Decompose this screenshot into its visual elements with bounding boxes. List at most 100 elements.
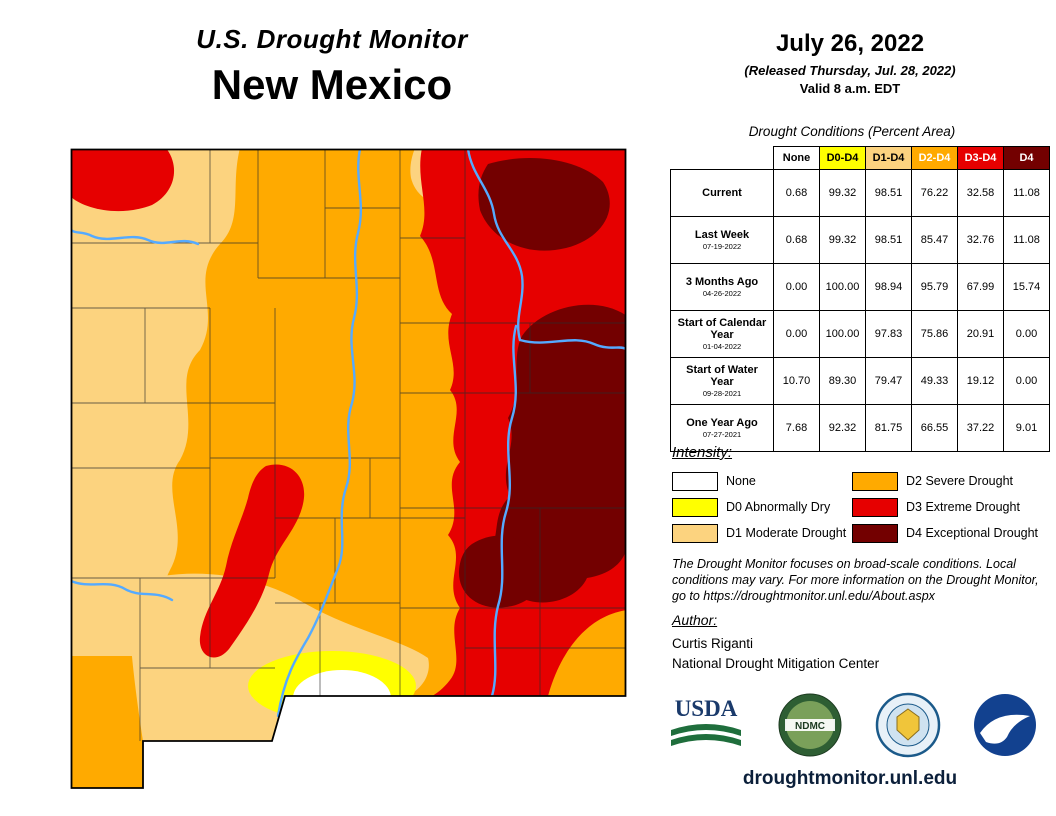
value-cell: 66.55 [911, 404, 958, 452]
canadian-river-east [518, 338, 626, 351]
value-cell: 0.00 [1003, 310, 1050, 358]
drought-map [70, 148, 627, 794]
value-cell: 37.22 [957, 404, 1004, 452]
legend-swatch [672, 471, 718, 491]
legend-label: D2 Severe Drought [906, 474, 1014, 488]
value-cell: 76.22 [911, 169, 958, 217]
legend-swatch [672, 523, 718, 543]
legend-swatch [852, 497, 898, 517]
row-label: Start of Water Year 09-28-2021 [670, 357, 774, 405]
table-row: Last Week 07-19-2022 0.68 99.32 98.51 85.47 32… [670, 216, 1050, 264]
value-cell: 99.32 [819, 216, 866, 264]
value-cell: 67.99 [957, 263, 1004, 311]
table-corner-cell [671, 147, 774, 170]
column-header-none: None [773, 146, 820, 170]
rio-grande-river [276, 149, 363, 718]
row-label: Current [670, 169, 774, 217]
table-row: Start of Calendar Year 01-04-2022 0.00 100.… [670, 310, 1050, 358]
value-cell: 97.83 [865, 310, 912, 358]
row-label: Start of Calendar Year 01-04-2022 [670, 310, 774, 358]
column-header-d3-d4: D3-D4 [957, 146, 1004, 170]
legend-swatch [852, 471, 898, 491]
author-name: Curtis Riganti [672, 636, 754, 651]
value-cell: 75.86 [911, 310, 958, 358]
table-caption: Drought Conditions (Percent Area) [748, 124, 956, 139]
legend-item: D3 Extreme Drought [852, 494, 1044, 520]
state-name: New Mexico [211, 61, 453, 108]
author-org: National Drought Mitigation Center [672, 656, 880, 671]
value-cell: 95.79 [911, 263, 958, 311]
value-cell: 0.00 [1003, 357, 1050, 405]
value-cell: 11.08 [1003, 169, 1050, 217]
legend-item: D2 Severe Drought [852, 468, 1044, 494]
usda-logo: USDA [671, 696, 741, 746]
drought-conditions-table: None D0-D4 D1-D4 D2-D4 D3-D4 D4 Current 0.68 99… [670, 146, 1050, 452]
canadian-river [466, 149, 524, 342]
legend-item: D0 Abnormally Dry [672, 494, 852, 520]
legend-label: None [726, 474, 756, 488]
value-cell: 49.33 [911, 357, 958, 405]
value-cell: 11.08 [1003, 216, 1050, 264]
university-seal-logo [875, 692, 940, 758]
table-row: Current 0.68 99.32 98.51 76.22 32.58 11.08 [670, 169, 1050, 217]
county-lines [71, 149, 626, 741]
table-header-row: None D0-D4 D1-D4 D2-D4 D3-D4 D4 [671, 146, 1050, 170]
title-block: U.S. Drought Monitor New Mexico [77, 24, 587, 109]
value-cell: 99.32 [819, 169, 866, 217]
value-cell: 32.58 [957, 169, 1004, 217]
value-cell: 15.74 [1003, 263, 1050, 311]
value-cell: 100.00 [819, 263, 866, 311]
state-outline [70, 148, 627, 789]
legend-swatch [672, 497, 718, 517]
value-cell: 98.94 [865, 263, 912, 311]
release-date: (Released Thursday, Jul. 28, 2022) [744, 63, 956, 78]
value-cell: 81.75 [865, 404, 912, 452]
legend-item: None [672, 468, 852, 494]
row-label: Last Week 07-19-2022 [670, 216, 774, 264]
value-cell: 0.68 [773, 169, 820, 217]
legend-label: D0 Abnormally Dry [726, 500, 831, 514]
valid-time: Valid 8 a.m. EDT [799, 81, 901, 96]
column-header-d1-d4: D1-D4 [865, 146, 912, 170]
column-header-d0-d4: D0-D4 [819, 146, 866, 170]
rivers [71, 149, 626, 718]
date-block: July 26, 2022 (Released Thursday, Jul. 2… [664, 30, 1036, 96]
legend-label: D3 Extreme Drought [906, 500, 1020, 514]
table-row: One Year Ago 07-27-2021 7.68 92.32 81.75 66.5… [670, 404, 1050, 452]
pecos-river [490, 324, 518, 698]
row-label: One Year Ago 07-27-2021 [670, 404, 774, 452]
column-header-d4: D4 [1003, 146, 1050, 170]
value-cell: 0.00 [773, 263, 820, 311]
legend-item: D4 Exceptional Drought [852, 520, 1044, 546]
legend-title: Intensity: [672, 444, 733, 461]
legend-label: D1 Moderate Drought [726, 526, 847, 540]
gila-river [71, 579, 174, 602]
value-cell: 85.47 [911, 216, 958, 264]
value-cell: 98.51 [865, 169, 912, 217]
footer: droughtmonitor.unl.edu [664, 768, 1036, 790]
value-cell: 10.70 [773, 357, 820, 405]
row-label: 3 Months Ago 04-26-2022 [670, 263, 774, 311]
report-title: U.S. Drought Monitor [196, 24, 468, 54]
new-mexico-map-svg [70, 148, 627, 789]
drought-regions [71, 149, 626, 788]
value-cell: 19.12 [957, 357, 1004, 405]
value-cell: 20.91 [957, 310, 1004, 358]
usda-logo-text: USDA [675, 696, 738, 721]
value-cell: 32.76 [957, 216, 1004, 264]
report-date: July 26, 2022 [775, 30, 925, 57]
site-url-link[interactable]: droughtmonitor.unl.edu [742, 768, 958, 789]
value-cell: 98.51 [865, 216, 912, 264]
author-heading: Author: [672, 612, 718, 628]
value-cell: 9.01 [1003, 404, 1050, 452]
value-cell: 0.68 [773, 216, 820, 264]
noaa-logo [973, 694, 1036, 756]
value-cell: 92.32 [819, 404, 866, 452]
legend-swatch [852, 523, 898, 543]
legend-item: D1 Moderate Drought [672, 520, 852, 546]
table-row: 3 Months Ago 04-26-2022 0.00 100.00 98.94 95.… [670, 263, 1050, 311]
value-cell: 79.47 [865, 357, 912, 405]
value-cell: 89.30 [819, 357, 866, 405]
ndmc-logo: NDMC [778, 693, 842, 757]
